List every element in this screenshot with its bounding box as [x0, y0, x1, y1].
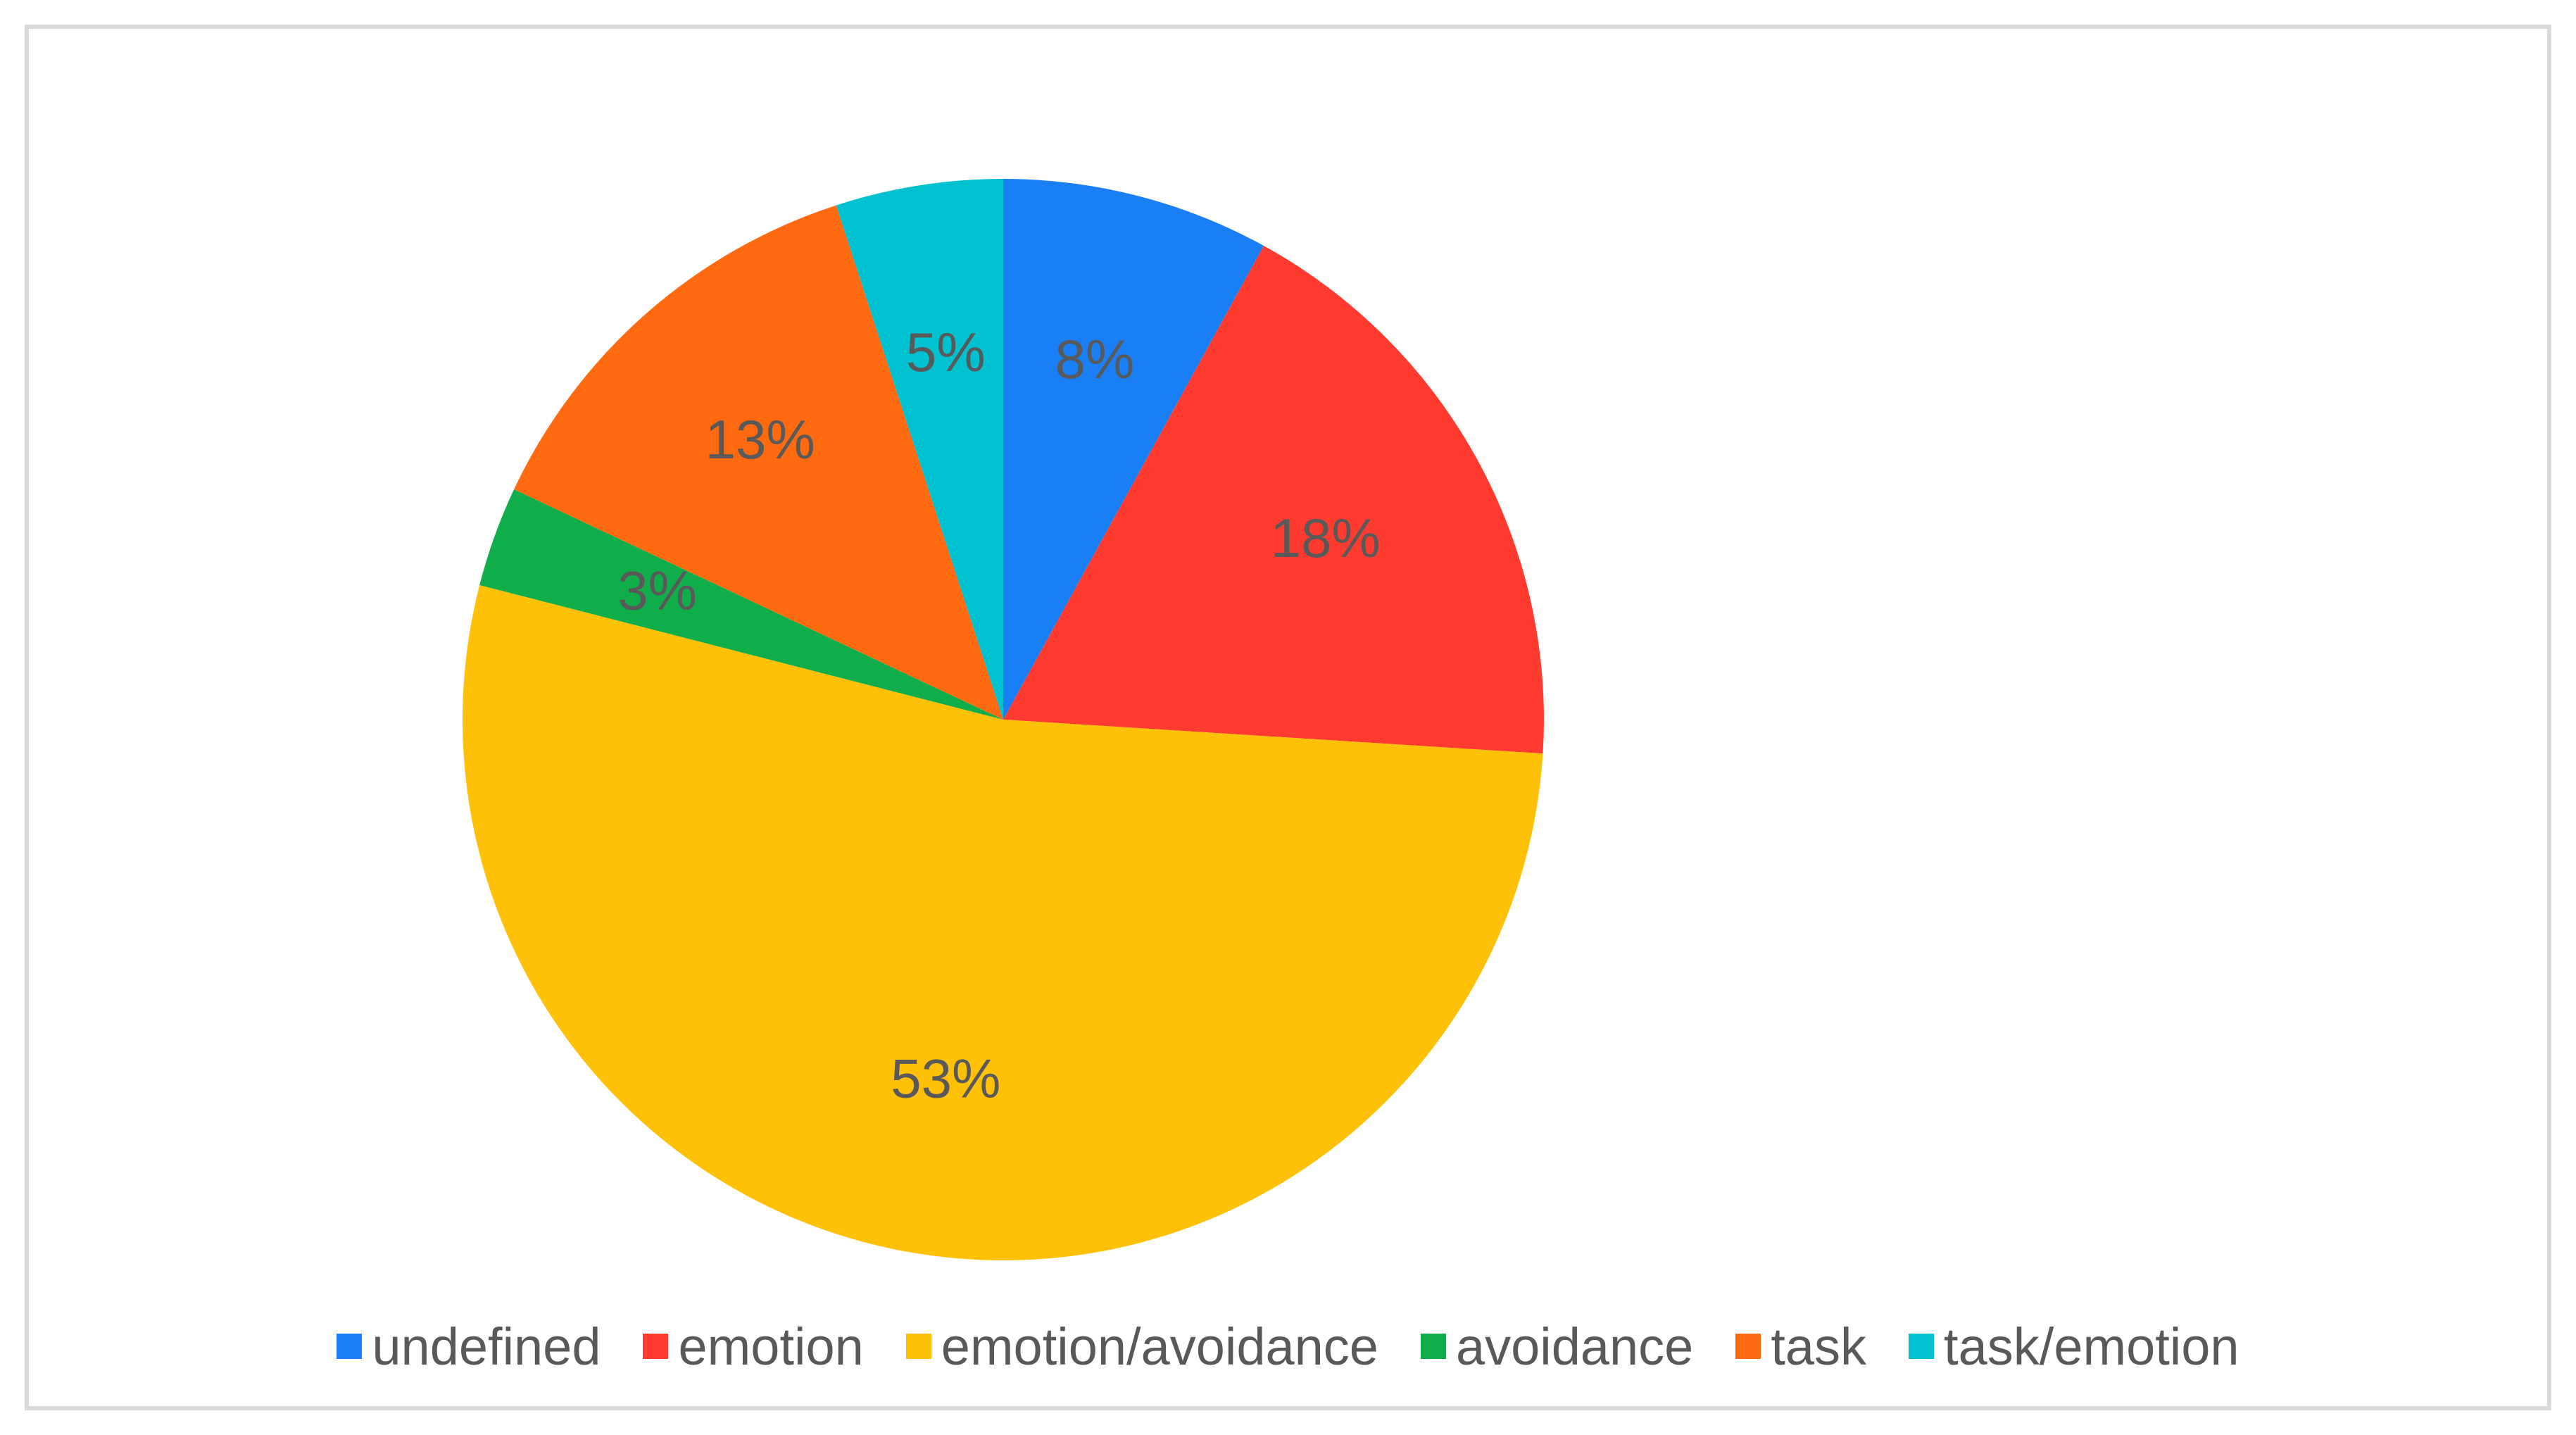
- legend-item-task: task: [1735, 1317, 1866, 1377]
- legend: undefined emotion emotion/avoidance avoidan…: [0, 1311, 2576, 1381]
- legend-item-emotion: emotion: [643, 1317, 864, 1377]
- legend-swatch: [905, 1334, 931, 1359]
- data-label-avoidance: 3%: [617, 560, 697, 622]
- legend-label: avoidance: [1455, 1317, 1694, 1376]
- legend-swatch: [1735, 1334, 1761, 1359]
- data-label-undefined: 8%: [1055, 328, 1135, 390]
- legend-swatch: [1909, 1334, 1935, 1359]
- legend-label: task/emotion: [1944, 1317, 2239, 1376]
- pie-slice-emotion: [1003, 245, 1544, 754]
- legend-label: emotion: [678, 1317, 864, 1376]
- legend-label: undefined: [372, 1317, 601, 1376]
- legend-item-task-emotion: task/emotion: [1909, 1317, 2239, 1377]
- pie-slice-task: [514, 205, 1003, 720]
- data-label-task: 13%: [705, 408, 815, 470]
- pie-slice-undefined: [1003, 179, 1264, 720]
- data-label-emotion: 18%: [1271, 507, 1381, 569]
- data-label-emotion-avoidance: 53%: [891, 1047, 1000, 1109]
- legend-swatch: [643, 1334, 669, 1359]
- legend-item-undefined: undefined: [337, 1317, 601, 1377]
- pie-slice-task-emotion: [836, 179, 1003, 720]
- pie-slice-emotion-avoidance: [462, 585, 1543, 1260]
- data-label-task-emotion: 5%: [906, 321, 986, 383]
- legend-swatch: [1420, 1334, 1446, 1359]
- legend-item-emotion-avoidance: emotion/avoidance: [905, 1317, 1378, 1377]
- legend-label: emotion/avoidance: [941, 1317, 1378, 1376]
- legend-label: task: [1771, 1317, 1867, 1376]
- pie-slice-avoidance: [479, 489, 1003, 720]
- legend-swatch: [337, 1334, 363, 1359]
- legend-item-avoidance: avoidance: [1420, 1317, 1694, 1377]
